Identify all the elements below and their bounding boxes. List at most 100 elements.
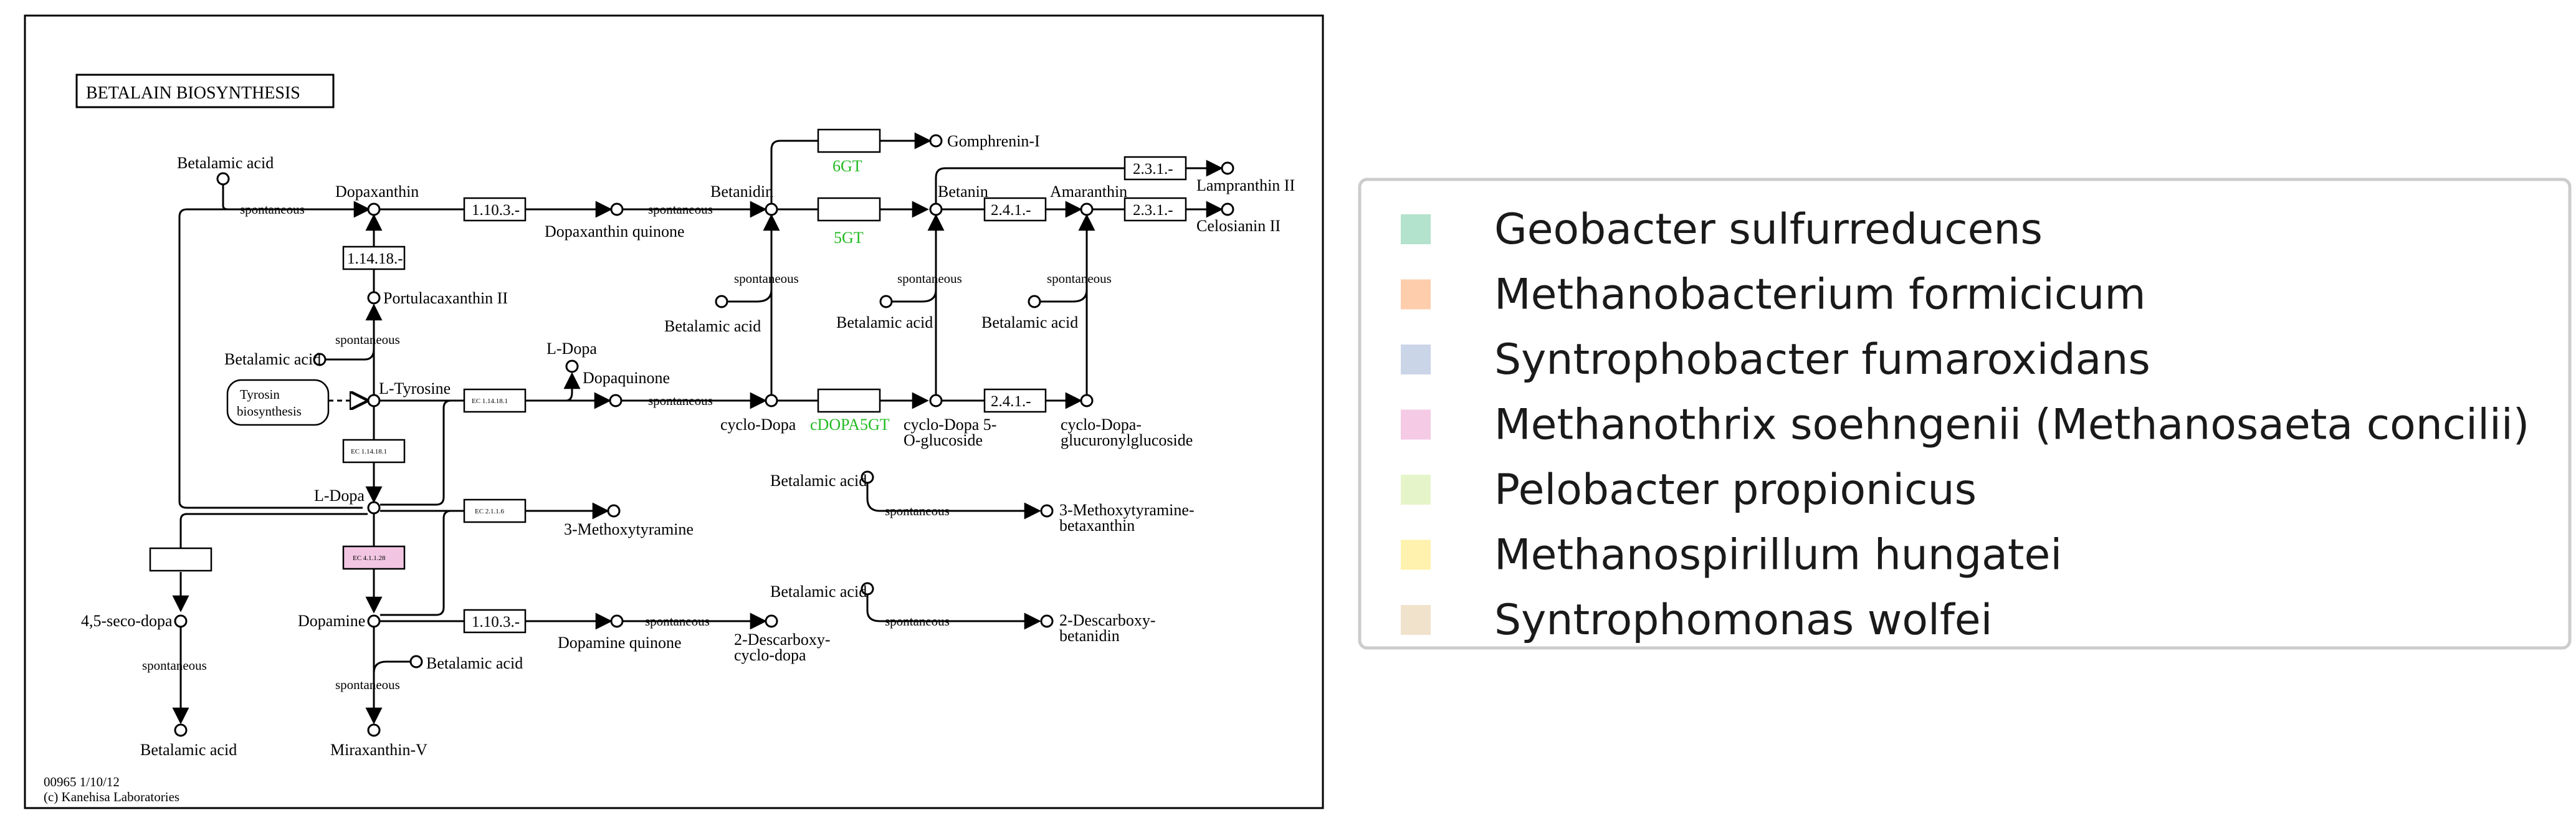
compound-label: 3-Methoxytyramine [564,520,694,538]
compound-circle[interactable] [174,723,188,737]
legend-label: Methanobacterium formicicum [1494,270,2146,320]
compound-circle[interactable] [607,504,621,518]
enzyme-box[interactable] [463,197,527,222]
compound-label: betaxanthin [1059,516,1135,535]
compound-circle[interactable] [216,172,230,186]
legend-label: Syntrophobacter fumaroxidans [1494,335,2150,384]
legend-box [1358,178,2572,650]
map-footer-id: 00965 1/10/12 [44,774,120,789]
compound-circle[interactable] [610,202,624,216]
enzyme-box[interactable] [817,197,881,222]
enzyme-box[interactable] [342,439,406,464]
tyrosin-line2: biosynthesis [237,404,302,419]
legend-items: Geobacter sulfurreducens Methanobacterium… [1401,205,2529,645]
spontaneous-label: spontaneous [1047,271,1112,286]
compound-label: Celosianin II [1196,217,1281,235]
compound-label: 4,5-seco-dopa [81,612,173,630]
enzyme-box-highlight[interactable] [342,545,406,570]
map-footer-copyright: (c) Kanehisa Laboratories [44,789,179,804]
compound-circle[interactable] [565,359,579,373]
enzyme-box[interactable] [1123,197,1187,222]
compound-label: Miraxanthin-V [330,741,427,759]
compound-circle[interactable] [765,394,778,407]
compound-label: Betalamic acid [770,472,867,490]
compound-circle[interactable] [174,614,188,628]
enzyme-label: 1.10.3.- [472,614,520,631]
enzyme-box[interactable] [342,245,406,270]
compound-circle[interactable] [765,202,778,216]
enzyme-box[interactable] [149,547,212,572]
compound-circle[interactable] [367,394,381,407]
compound-circle[interactable] [1040,614,1054,628]
enzyme-box[interactable] [983,388,1047,413]
compound-circle[interactable] [1040,504,1054,518]
compound-circle[interactable] [610,614,624,628]
compound-circle[interactable] [367,202,381,216]
compound-label: Dopaxanthin [335,183,419,201]
enzyme-box[interactable] [1123,156,1187,181]
tyrosin-line1: Tyrosin [240,387,280,402]
compound-circle[interactable] [715,295,728,308]
enzyme-box[interactable] [463,498,527,523]
compound-label: Betalamic acid [426,654,523,672]
compound-label: cyclo-Dopa [720,416,796,434]
spontaneous-label: spontaneous [142,658,207,673]
compound-circle[interactable] [929,134,943,148]
compound-circle[interactable] [367,291,381,305]
enzyme-label: 2.3.1.- [1133,202,1173,219]
compound-circle[interactable] [1080,394,1094,407]
compound-circle[interactable] [1221,202,1234,216]
enzyme-label: 1.10.3.- [472,202,520,219]
compound-label: Betalamic acid [140,741,237,759]
tyrosin-biosynthesis-box[interactable] [226,379,330,426]
compound-circle[interactable] [367,501,381,515]
enzyme-box[interactable] [983,197,1047,222]
gene-label-green: 6GT [832,157,862,175]
compound-circle[interactable] [1221,161,1234,175]
compound-label: 3-Methoxytyramine- [1059,501,1195,519]
compound-label: Betanin [938,183,988,201]
compound-label: L-Tyrosine [379,379,451,397]
compound-label: Lampranthin II [1196,176,1295,194]
enzyme-box[interactable] [817,388,881,413]
enzyme-box[interactable] [817,128,881,153]
compound-label: 2-Descarboxy- [734,631,831,649]
compound-circle[interactable] [929,202,943,216]
compound-label: cyclo-Dopa- [1061,416,1142,434]
compound-circle[interactable] [409,655,423,669]
compound-circle[interactable] [1080,202,1094,216]
compound-circle[interactable] [609,394,623,407]
enzyme-label: EC 4.1.1.28 [353,554,386,562]
legend-label: Syntrophomonas wolfei [1494,596,1993,645]
enzyme-box[interactable] [463,609,527,634]
legend-label: Methanothrix soehngenii (Methanosaeta co… [1494,401,2529,450]
spontaneous-label: spontaneous [897,271,962,286]
compound-circle[interactable] [929,394,943,407]
compound-circle[interactable] [367,723,381,737]
compound-label: Betalamic acid [981,313,1078,331]
compound-circle[interactable] [879,295,893,308]
compound-circle[interactable] [861,582,874,596]
compound-circle[interactable] [1028,295,1041,308]
enzyme-label: 2.4.1.- [991,393,1031,410]
spontaneous-label: spontaneous [645,614,710,629]
compound-label: glucuronylglucoside [1061,431,1193,449]
legend-label: Geobacter sulfurreducens [1494,205,2043,254]
compound-label: cyclo-dopa [734,646,806,664]
compound-circle[interactable] [367,614,381,628]
enzyme-label: EC 1.14.18.1 [351,448,387,455]
compound-label: Betalamic acid [836,313,933,331]
enzyme-box[interactable] [463,388,527,413]
legend-swatch [1401,409,1431,440]
compound-circle[interactable] [765,614,778,628]
legend-label: Pelobacter propionicus [1494,465,1977,515]
legend-swatch [1401,345,1431,374]
compound-label: Gomphrenin-I [947,132,1040,150]
compound-circle[interactable] [861,470,874,484]
enzyme-label: EC 1.14.18.1 [472,397,508,405]
map-title: BETALAIN BIOSYNTHESIS [86,83,300,103]
compound-label: Dopamine quinone [558,634,682,652]
gene-label-green: cDOPA5GT [810,416,890,434]
compound-label: O-glucoside [904,431,983,449]
compound-circle[interactable] [313,353,327,366]
